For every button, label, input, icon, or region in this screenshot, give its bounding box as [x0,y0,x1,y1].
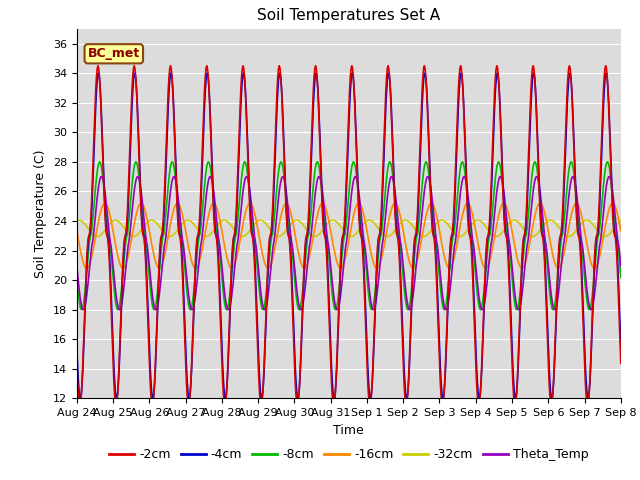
X-axis label: Time: Time [333,424,364,437]
Text: BC_met: BC_met [88,48,140,60]
Line: -2cm: -2cm [77,66,621,406]
Title: Soil Temperatures Set A: Soil Temperatures Set A [257,9,440,24]
Line: -32cm: -32cm [77,220,621,237]
Line: -4cm: -4cm [77,73,621,398]
Line: -16cm: -16cm [77,203,621,268]
Line: -8cm: -8cm [77,162,621,310]
Line: Theta_Temp: Theta_Temp [77,177,621,310]
Legend: -2cm, -4cm, -8cm, -16cm, -32cm, Theta_Temp: -2cm, -4cm, -8cm, -16cm, -32cm, Theta_Te… [104,443,593,466]
Y-axis label: Soil Temperature (C): Soil Temperature (C) [35,149,47,278]
